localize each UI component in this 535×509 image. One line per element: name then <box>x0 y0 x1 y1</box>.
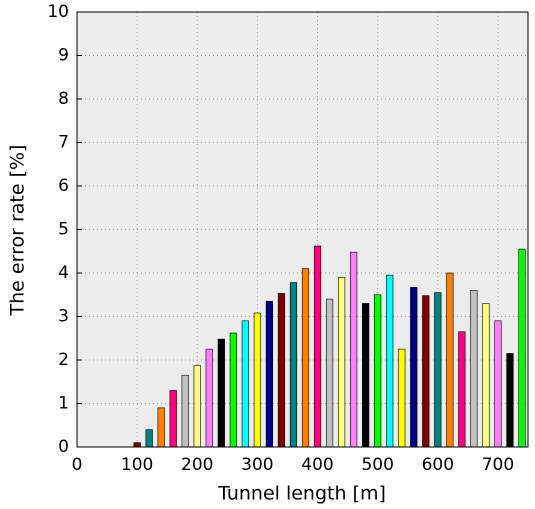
y-axis-title: The error rate [%] <box>7 145 29 317</box>
y-tick-label: 3 <box>58 307 69 327</box>
x-tick-label: 600 <box>422 455 454 475</box>
y-tick-label: 5 <box>58 220 69 240</box>
y-tick-label: 1 <box>58 394 69 414</box>
y-tick-label: 2 <box>58 350 69 370</box>
x-tick-label: 200 <box>181 455 213 475</box>
bar <box>374 294 382 448</box>
bar <box>446 272 454 448</box>
bar <box>410 287 418 448</box>
y-tick-label: 7 <box>58 133 69 153</box>
bar <box>205 348 213 448</box>
bar <box>157 407 165 448</box>
bar <box>253 312 262 448</box>
x-tick-label: 100 <box>121 455 153 475</box>
bar <box>301 268 310 448</box>
bar <box>362 303 370 448</box>
bar <box>506 353 514 448</box>
bar <box>470 290 478 448</box>
bar <box>386 274 394 448</box>
bar <box>277 293 286 448</box>
bar <box>145 429 153 448</box>
y-tick-label: 4 <box>58 263 69 283</box>
bar <box>422 295 430 448</box>
x-tick-label: 500 <box>361 455 393 475</box>
bar <box>229 332 237 448</box>
x-tick-label: 700 <box>482 455 514 475</box>
bar <box>518 248 526 448</box>
bar <box>350 251 358 448</box>
x-tick-label: 0 <box>72 455 83 475</box>
bar <box>181 374 189 448</box>
plot-frame <box>76 11 529 448</box>
bar <box>241 320 249 448</box>
y-tick-label: 10 <box>47 2 69 22</box>
x-axis-title: Tunnel length [m] <box>217 483 386 505</box>
bar <box>133 442 141 448</box>
bar <box>434 292 442 448</box>
y-tick-label: 6 <box>58 176 69 196</box>
bar <box>265 300 274 448</box>
y-tick-label: 0 <box>58 437 69 457</box>
bar <box>494 320 502 448</box>
bar <box>458 331 466 448</box>
bar <box>193 365 201 448</box>
bar <box>337 277 346 448</box>
bar <box>289 282 298 448</box>
bar <box>325 298 334 448</box>
bar <box>217 338 225 448</box>
y-tick-label: 8 <box>58 89 69 109</box>
bar <box>313 245 322 448</box>
y-tick-label: 9 <box>58 46 69 66</box>
bar <box>398 348 406 448</box>
bar <box>482 303 490 448</box>
bar <box>169 390 177 448</box>
x-tick-label: 300 <box>241 455 273 475</box>
x-tick-label: 400 <box>301 455 333 475</box>
